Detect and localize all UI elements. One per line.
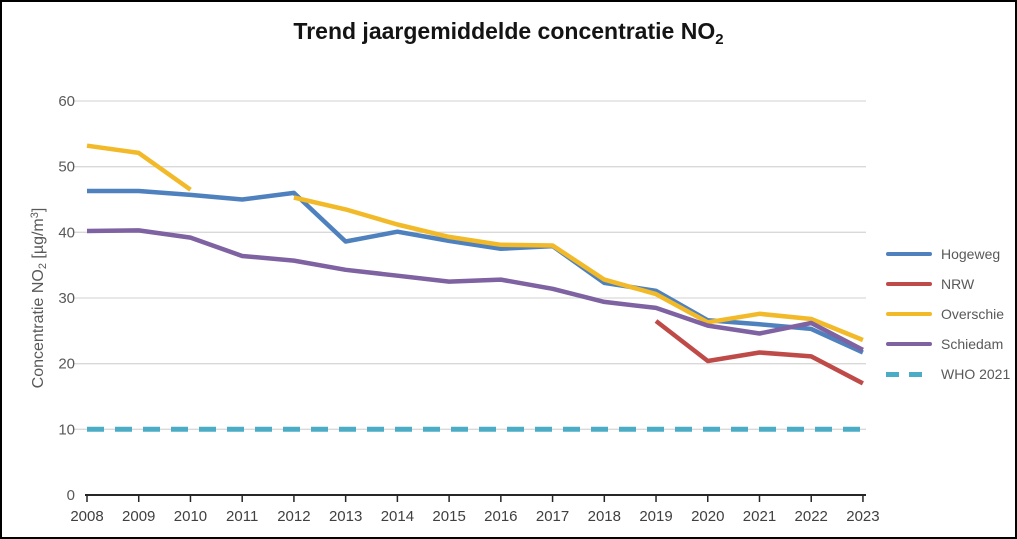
- x-tick-label: 2008: [70, 508, 103, 525]
- y-tick-label: 30: [58, 290, 75, 307]
- legend: Hogeweg NRW Overschie Schiedam WHO 2021: [886, 239, 1010, 389]
- series-line-schiedam: [86, 228, 864, 352]
- legend-swatch-overschie: [886, 312, 932, 316]
- legend-label-who-2021: WHO 2021: [941, 366, 1011, 382]
- y-axis-title-units: [µg/m: [30, 218, 47, 264]
- legend-item-nrw: NRW: [886, 269, 1010, 299]
- y-axis-title-units-close: ]: [30, 207, 47, 213]
- legend-label-hogeweg: Hogeweg: [941, 246, 1001, 262]
- y-axis-title-text: Concentratie NO: [30, 269, 47, 389]
- chart-title-text: Trend jaargemiddelde concentratie NO: [293, 18, 716, 44]
- x-tick-label: 2014: [381, 508, 414, 525]
- legend-label-nrw: NRW: [941, 276, 975, 292]
- y-axis-title: Concentratie NO2 [µg/m3]: [29, 208, 49, 389]
- chart-title-subscript: 2: [715, 31, 724, 48]
- y-axis-title-superscript: 3: [29, 212, 41, 219]
- x-tick-label: 2022: [795, 508, 828, 525]
- y-tick-label: 10: [58, 421, 75, 438]
- y-axis-title-subscript: 2: [37, 263, 49, 270]
- legend-swatch-schiedam: [886, 342, 932, 346]
- y-tick-label: 50: [58, 159, 75, 176]
- x-tick-label: 2012: [277, 508, 310, 525]
- y-tick-label: 0: [67, 487, 75, 504]
- x-tick-label: 2023: [846, 508, 879, 525]
- legend-item-hogeweg: Hogeweg: [886, 239, 1010, 269]
- legend-item-schiedam: Schiedam: [886, 329, 1010, 359]
- x-tick-label: 2015: [432, 508, 465, 525]
- x-tick-label: 2018: [588, 508, 621, 525]
- y-tick-label: 40: [58, 224, 75, 241]
- x-tick-label: 2010: [174, 508, 207, 525]
- series-line-overschie: [86, 143, 864, 343]
- x-tick-label: 2020: [691, 508, 724, 525]
- series-line-nrw: [654, 319, 864, 386]
- x-tick-label: 2016: [484, 508, 517, 525]
- x-tick-label: 2009: [122, 508, 155, 525]
- x-tick-label: 2011: [226, 508, 258, 525]
- legend-item-overschie: Overschie: [886, 299, 1010, 329]
- series-line-hogeweg: [87, 188, 864, 355]
- legend-item-who-2021: WHO 2021: [886, 359, 1010, 389]
- x-tick-label: 2019: [639, 508, 672, 525]
- chart-title: Trend jaargemiddelde concentratie NO2: [2, 18, 1015, 48]
- legend-swatch-nrw: [886, 282, 932, 286]
- x-tick-label: 2013: [329, 508, 362, 525]
- x-tick-label: 2021: [743, 508, 776, 525]
- y-tick-label: 60: [58, 93, 75, 110]
- legend-swatch-who-2021: [886, 371, 932, 377]
- x-tick-label: 2017: [536, 508, 569, 525]
- y-tick-label: 20: [58, 356, 75, 373]
- legend-label-schiedam: Schiedam: [941, 336, 1004, 352]
- legend-label-overschie: Overschie: [941, 306, 1005, 322]
- legend-swatch-hogeweg: [886, 252, 932, 256]
